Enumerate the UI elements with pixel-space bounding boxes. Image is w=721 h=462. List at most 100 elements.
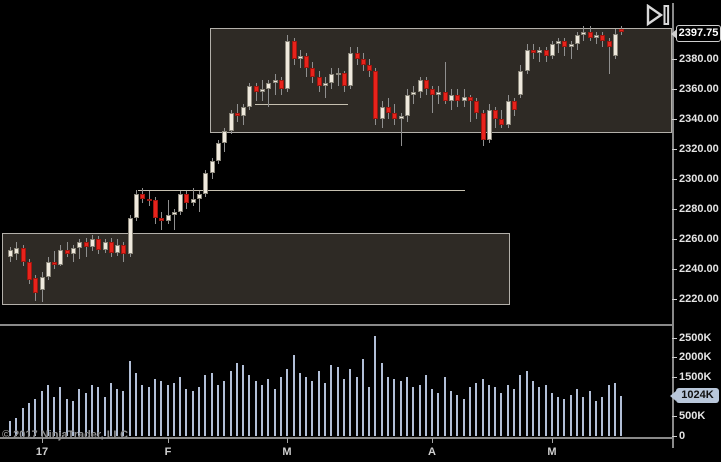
- candle-wick: [300, 50, 301, 68]
- volume-bar: [589, 390, 591, 436]
- candle-body: [481, 113, 486, 140]
- time-tick-mark: [168, 438, 169, 443]
- volume-tick-mark: [672, 338, 677, 339]
- volume-bar: [551, 392, 553, 436]
- candle-body: [153, 200, 158, 218]
- volume-bar: [91, 384, 93, 436]
- candle-body: [424, 80, 429, 89]
- candle-body: [493, 110, 498, 119]
- volume-bar: [532, 380, 534, 436]
- candle-body: [581, 32, 586, 35]
- price-tick-mark: [672, 119, 677, 120]
- volume-bar: [387, 376, 389, 436]
- volume-bar: [330, 365, 332, 436]
- candle-body: [128, 218, 133, 254]
- volume-tick-label: 2000K: [679, 351, 712, 363]
- candle-wick: [609, 38, 610, 74]
- volume-bar: [223, 380, 225, 436]
- candle-wick: [199, 191, 200, 212]
- candle-body: [443, 92, 448, 101]
- last-price-marker: 2397.75: [671, 25, 721, 42]
- volume-bar: [337, 367, 339, 436]
- candle-body: [191, 198, 196, 203]
- candle-body: [468, 96, 473, 101]
- skip-to-end-icon: [646, 3, 670, 27]
- volume-bar: [463, 398, 465, 436]
- volume-bar: [148, 386, 150, 437]
- candle-body: [285, 41, 290, 89]
- horizontal-line-drawing[interactable]: [255, 104, 348, 105]
- candle-body: [525, 50, 530, 71]
- candle-wick: [86, 237, 87, 257]
- candle-body: [317, 77, 322, 86]
- volume-tick-mark: [672, 357, 677, 358]
- candle-body: [449, 95, 454, 101]
- price-tick-label: 2220.00: [679, 293, 719, 305]
- candle-body: [254, 86, 259, 92]
- candle-wick: [401, 113, 402, 146]
- candle-body: [14, 248, 19, 254]
- volume-bar: [419, 384, 421, 436]
- candle-body: [210, 161, 215, 173]
- volume-bar: [179, 376, 181, 436]
- candle-body: [203, 173, 208, 194]
- candle-body: [399, 116, 404, 119]
- candle-body: [323, 83, 328, 86]
- volume-pane[interactable]: [0, 326, 672, 437]
- volume-bar: [349, 369, 351, 436]
- price-tick-label: 2260.00: [679, 233, 719, 245]
- candle-body: [499, 119, 504, 125]
- candle-body: [462, 96, 467, 101]
- candle-wick: [413, 86, 414, 104]
- candle-body: [373, 71, 378, 119]
- candle-body: [178, 194, 183, 212]
- candle-body: [115, 245, 120, 253]
- volume-bar: [293, 355, 295, 436]
- candle-body: [342, 72, 347, 86]
- volume-bar: [311, 380, 313, 436]
- horizontal-line-drawing[interactable]: [138, 190, 465, 191]
- volume-bar: [261, 384, 263, 436]
- candle-body: [247, 86, 252, 107]
- volume-bar: [356, 376, 358, 436]
- candle-body: [607, 41, 612, 47]
- volume-bar: [97, 386, 99, 437]
- volume-bar: [248, 374, 250, 436]
- volume-bar: [425, 374, 427, 436]
- candle-body: [418, 80, 423, 92]
- volume-bar: [34, 398, 36, 436]
- candle-body: [544, 50, 549, 56]
- candle-body: [266, 83, 271, 89]
- candle-wick: [470, 95, 471, 122]
- volume-bar: [362, 359, 364, 436]
- volume-bar: [563, 398, 565, 436]
- volume-tick-label: 2500K: [679, 332, 712, 344]
- volume-bar: [368, 386, 370, 437]
- volume-bar: [437, 392, 439, 436]
- candle-body: [197, 194, 202, 199]
- candle-body: [27, 261, 32, 280]
- volume-bar: [242, 365, 244, 436]
- price-axis[interactable]: 2380.00 2360.00 2340.00 2320.00 2300.00 2280.…: [672, 0, 721, 442]
- candle-wick: [256, 83, 257, 101]
- price-tick-mark: [672, 209, 677, 210]
- volume-bar: [494, 386, 496, 437]
- time-axis[interactable]: 17 F M A M: [0, 430, 721, 462]
- volume-bar: [576, 388, 578, 436]
- candle-body: [436, 92, 441, 95]
- price-pane[interactable]: [0, 0, 672, 324]
- candle-body: [455, 95, 460, 101]
- go-to-end-button[interactable]: [644, 3, 672, 27]
- pane-divider[interactable]: [0, 324, 674, 326]
- time-tick-label: M: [547, 446, 557, 458]
- candle-body: [518, 71, 523, 95]
- candle-body: [304, 56, 309, 68]
- price-axis-line: [672, 3, 674, 448]
- candle-body: [134, 194, 139, 218]
- candle-body: [329, 74, 334, 83]
- price-tick-mark: [672, 299, 677, 300]
- candle-body: [537, 50, 542, 53]
- volume-bar: [519, 374, 521, 436]
- volume-bar: [230, 371, 232, 436]
- time-tick-mark: [42, 438, 43, 443]
